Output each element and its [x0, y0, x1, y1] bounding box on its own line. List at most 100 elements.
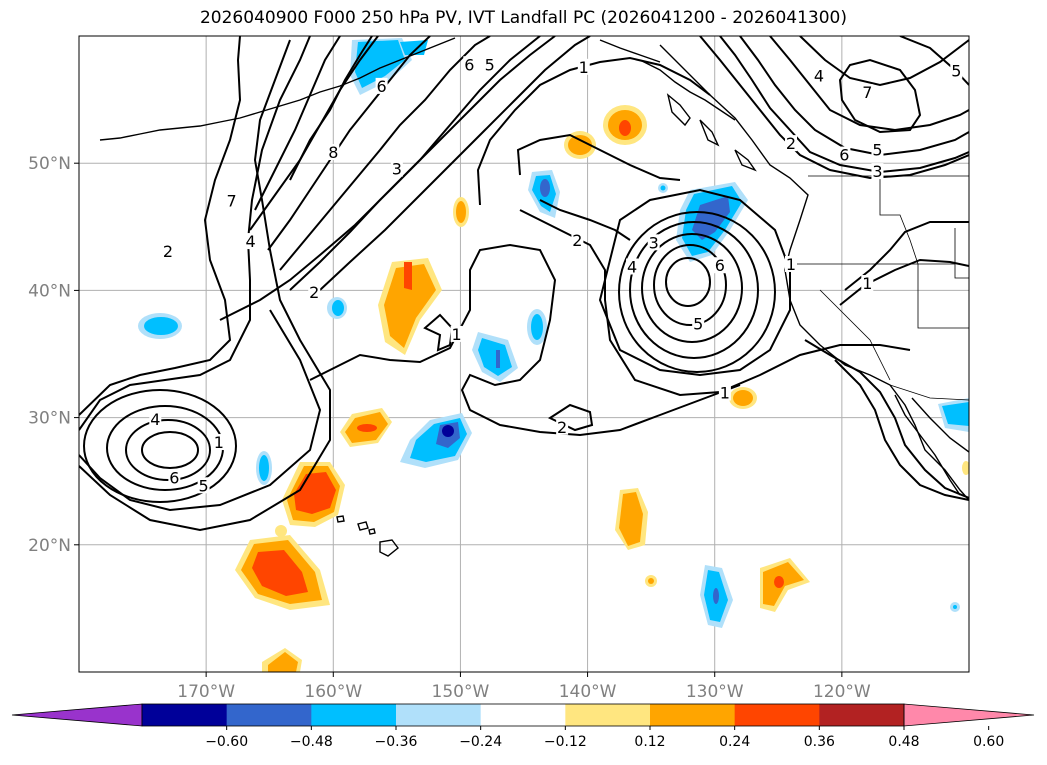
- pv-contour: [125, 419, 211, 481]
- pv-contour: [79, 39, 331, 532]
- positive-patch: [404, 262, 412, 290]
- colorbar-segment: [396, 704, 482, 726]
- pv-contour: [476, 56, 711, 206]
- hawaii-island: [357, 521, 369, 531]
- positive-patch: [619, 120, 631, 136]
- contour-label: 6: [169, 469, 179, 488]
- contour-label: 4: [627, 258, 637, 277]
- contour-label: 5: [872, 140, 882, 159]
- colorbar-tick-label: 0.48: [888, 734, 919, 750]
- contour-label-bg: [375, 77, 388, 94]
- colorbar-high-extension: [903, 703, 1035, 727]
- colorbar-segment: [565, 704, 651, 726]
- positive-patch: [648, 578, 654, 584]
- pv-contour: [629, 221, 759, 359]
- contour-label-bg: [463, 56, 476, 73]
- pv-contour: [79, 36, 311, 431]
- lat-tick-label: 50°N: [28, 154, 71, 174]
- contour-label: 3: [649, 233, 659, 252]
- negative-patch: [540, 179, 550, 197]
- pv-contour: [699, 36, 969, 180]
- contour-label-bg: [577, 58, 590, 75]
- contour-label-bg: [327, 144, 340, 161]
- contour-label-bg: [785, 255, 797, 272]
- colorbar-segment: [650, 704, 736, 726]
- contour-label: 5: [485, 55, 495, 74]
- shaded-patches: [138, 38, 969, 672]
- contour-label-bg: [556, 418, 569, 435]
- negative-patch: [942, 402, 969, 426]
- pv-contour: [838, 58, 922, 134]
- contour-label: 8: [328, 143, 338, 162]
- state-border: [819, 289, 891, 381]
- colorbar-low-extension: [11, 703, 143, 727]
- pv-contour: [79, 309, 322, 512]
- contour-label-bg: [571, 231, 584, 248]
- contour-label: 4: [150, 410, 160, 429]
- hawaii-island: [368, 528, 376, 535]
- state-border: [879, 176, 969, 329]
- lon-tick-label: 130°W: [686, 682, 744, 702]
- pv-contour: [539, 199, 631, 241]
- negative-patch: [953, 605, 957, 609]
- positive-patch: [962, 461, 969, 475]
- contour-label: 6: [377, 77, 387, 96]
- hawaii-island: [336, 515, 345, 523]
- pv-contour: [641, 233, 743, 343]
- island: [666, 93, 691, 127]
- contour-label-bg: [647, 234, 660, 251]
- contour-label: 1: [579, 58, 589, 77]
- longitude-ticks: 170°W 160°W 150°W 140°W 130°W 120°W: [177, 672, 871, 702]
- colorbar-frame: [141, 703, 905, 727]
- colorbar-segment: [311, 704, 397, 726]
- colorbar-tick-label: 0.36: [804, 734, 835, 750]
- contour-label: 3: [392, 160, 402, 179]
- pv-contour: [83, 389, 237, 503]
- contour-label-bg: [785, 135, 797, 152]
- alaska-coast: [599, 39, 661, 63]
- colorbar-tick-label: −0.48: [290, 734, 333, 750]
- pv-contour: [844, 221, 969, 291]
- contour-label-bg: [861, 275, 874, 292]
- pv-contour: [547, 403, 594, 432]
- negative-patch: [660, 185, 666, 191]
- contour-label: 2: [786, 134, 796, 153]
- alaska-peninsula: [339, 37, 456, 87]
- lat-tick-label: 40°N: [28, 281, 71, 301]
- pv-contour: [519, 209, 911, 397]
- pv-contour: [289, 36, 373, 181]
- contour-label-bg: [838, 146, 851, 163]
- contour-label-bg: [225, 192, 238, 209]
- baja-california-coast: [894, 394, 961, 496]
- lon-tick-label: 150°W: [432, 682, 490, 702]
- pv-contour: [834, 359, 969, 501]
- positive-patch: [252, 550, 308, 596]
- contour-label: 5: [199, 476, 209, 495]
- colorbar-tick-label: −0.24: [459, 734, 502, 750]
- map-title: 2026040900 F000 250 hPa PV, IVT Landfall…: [199, 8, 847, 28]
- state-border: [954, 228, 969, 279]
- positive-patch: [357, 424, 377, 432]
- contour-label: 5: [951, 62, 961, 81]
- contour-label-bg: [450, 325, 463, 342]
- contour-label: 1: [214, 433, 224, 452]
- pv-contour: [653, 244, 727, 326]
- contour-label: 1: [786, 255, 796, 274]
- negative-patch: [692, 196, 730, 240]
- colorbar-segment: [819, 704, 905, 726]
- contour-label-bg: [308, 283, 321, 300]
- lat-tick-label: 20°N: [28, 536, 71, 556]
- colorbar-segment: [480, 704, 566, 726]
- negative-patch: [259, 455, 269, 481]
- pv-contour: [279, 36, 491, 271]
- contour-label-bg: [861, 84, 874, 101]
- contour-label: 2: [572, 231, 582, 250]
- contour-label-bg: [244, 233, 257, 250]
- lat-tick-label: 30°N: [28, 409, 71, 429]
- contour-label-bg: [168, 469, 181, 486]
- contour-label: 6: [464, 55, 474, 74]
- pv-contour: [516, 133, 681, 181]
- pv-contour: [739, 36, 969, 157]
- contour-label-bg: [212, 434, 225, 451]
- colorbar-tick-label: −0.12: [544, 734, 587, 750]
